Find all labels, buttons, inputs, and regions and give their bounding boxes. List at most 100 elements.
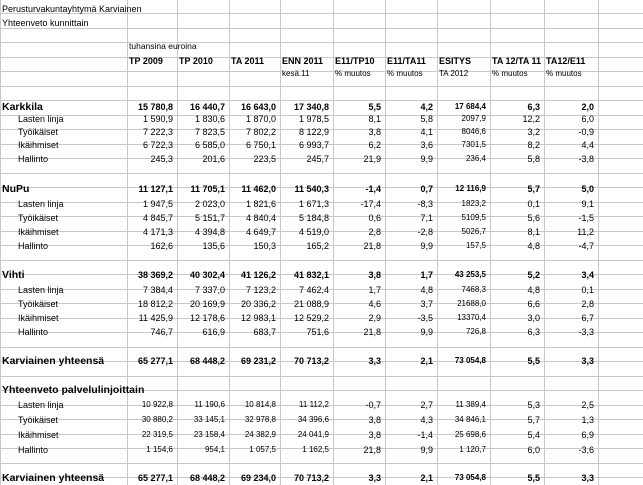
table-cell: 8,1 [527,227,540,237]
grid-row-line [0,376,643,377]
table-cell: 1 671,3 [298,199,329,209]
table-cell: 165,2 [306,241,329,251]
table-cell: 34 846,1 [454,415,486,424]
table-cell: 162,6 [150,241,173,251]
table-cell: 616,9 [202,327,225,337]
row-label: Ikäihmiset [18,227,59,237]
column-header: TA12/E11 [546,56,586,66]
table-cell: 0,7 [420,184,433,194]
grid-row-line [0,129,643,130]
table-cell: 12 529,2 [293,313,329,323]
table-cell: 3,0 [527,313,540,323]
table-cell: 41 126,2 [240,270,276,280]
title-line-1: Perusturvakuntayhtymä Karviainen [2,4,142,14]
table-cell: 1 978,5 [298,114,329,124]
grid-column-line [333,0,334,485]
table-cell: 1 821,6 [245,199,276,209]
table-cell: 2,5 [581,400,594,410]
column-subheader: kesä.11 [282,69,310,78]
grid-row-line [0,216,643,217]
table-cell: 40 302,4 [189,270,225,280]
column-header: E11/TA11 [387,56,426,66]
table-cell: 13370,4 [457,313,486,322]
table-cell: 7 462,4 [298,285,329,295]
table-cell: 20 169,9 [189,299,225,309]
table-cell: 5026,7 [461,227,486,236]
grid-row-line [0,231,643,232]
table-cell: 69 231,2 [240,356,276,366]
table-cell: 5,5 [527,473,540,483]
table-cell: 6 722,3 [142,140,173,150]
grid-row-line [0,347,643,348]
table-cell: 24 041,9 [297,430,329,439]
table-cell: -0,7 [365,400,381,410]
table-cell: 20 336,2 [240,299,276,309]
grid-row-line [0,260,643,261]
grid-column-line [177,0,178,485]
table-cell: 7,1 [420,213,433,223]
table-cell: -0,9 [578,127,594,137]
row-label: Työikäiset [18,127,59,137]
row-label: Lasten linja [18,400,64,410]
table-cell: 73 054,8 [454,356,486,365]
table-cell: 18 812,2 [137,299,173,309]
table-cell: 8,2 [527,140,540,150]
table-cell: -1,5 [578,213,594,223]
table-cell: 726,8 [465,327,486,336]
table-cell: 1 830,6 [194,114,225,124]
title-line-2: Yhteenveto kunnittain [2,18,89,28]
column-header: TP 2009 [129,56,163,66]
row-label: Ikäihmiset [18,430,59,440]
column-header: TA 12/TA 11 [492,56,542,66]
table-cell: 30 880,2 [141,415,173,424]
table-cell: 245,3 [150,154,173,164]
table-cell: 9,1 [581,199,594,209]
table-cell: 6,6 [527,299,540,309]
table-cell: 4 171,3 [142,227,173,237]
table-cell: 3,8 [368,127,381,137]
table-cell: 2,0 [581,102,594,112]
grid-row-line [0,100,643,101]
table-cell: -3,8 [578,154,594,164]
table-cell: 1 947,5 [142,199,173,209]
table-cell: 5,8 [420,114,433,124]
table-cell: 5 184,8 [298,213,329,223]
grid-column-line [598,0,599,485]
column-header: E11/TP10 [335,56,375,66]
table-cell: 21,8 [363,327,381,337]
table-cell: 9,9 [420,154,433,164]
table-cell: 245,7 [306,154,329,164]
table-cell: 70 713,2 [293,473,329,483]
table-cell: 7468,3 [461,285,486,294]
grid-row-line [0,28,643,29]
grid-row-line [0,390,643,391]
table-cell: 7 802,2 [245,127,276,137]
table-cell: 41 832,1 [293,270,329,280]
table-cell: 7 222,3 [142,127,173,137]
table-cell: 1823,2 [461,199,486,208]
table-cell: 3,7 [420,299,433,309]
table-cell: 1,3 [581,415,594,425]
table-cell: 5,5 [527,356,540,366]
table-cell: 3,3 [368,473,381,483]
grid-row-line [0,332,643,333]
grid-column-line [127,0,128,485]
table-cell: 21688,0 [457,299,486,308]
table-cell: 6,9 [581,430,594,440]
table-cell: 65 277,1 [137,356,173,366]
row-label: Hallinto [18,327,49,337]
table-cell: 16 440,7 [189,102,225,112]
grid-row-line [0,448,643,449]
table-cell: 21,9 [363,154,381,164]
table-cell: 2,1 [420,473,433,483]
row-label: Karviainen yhteensä [2,472,105,484]
table-cell: 4,8 [527,285,540,295]
grid-row-line [0,245,643,246]
table-cell: 9,9 [420,241,433,251]
column-subheader: % muutos [492,69,528,78]
table-cell: 751,6 [306,327,329,337]
table-cell: 68 448,2 [189,356,225,366]
table-cell: 65 277,1 [137,473,173,483]
column-header: TP 2010 [179,56,213,66]
